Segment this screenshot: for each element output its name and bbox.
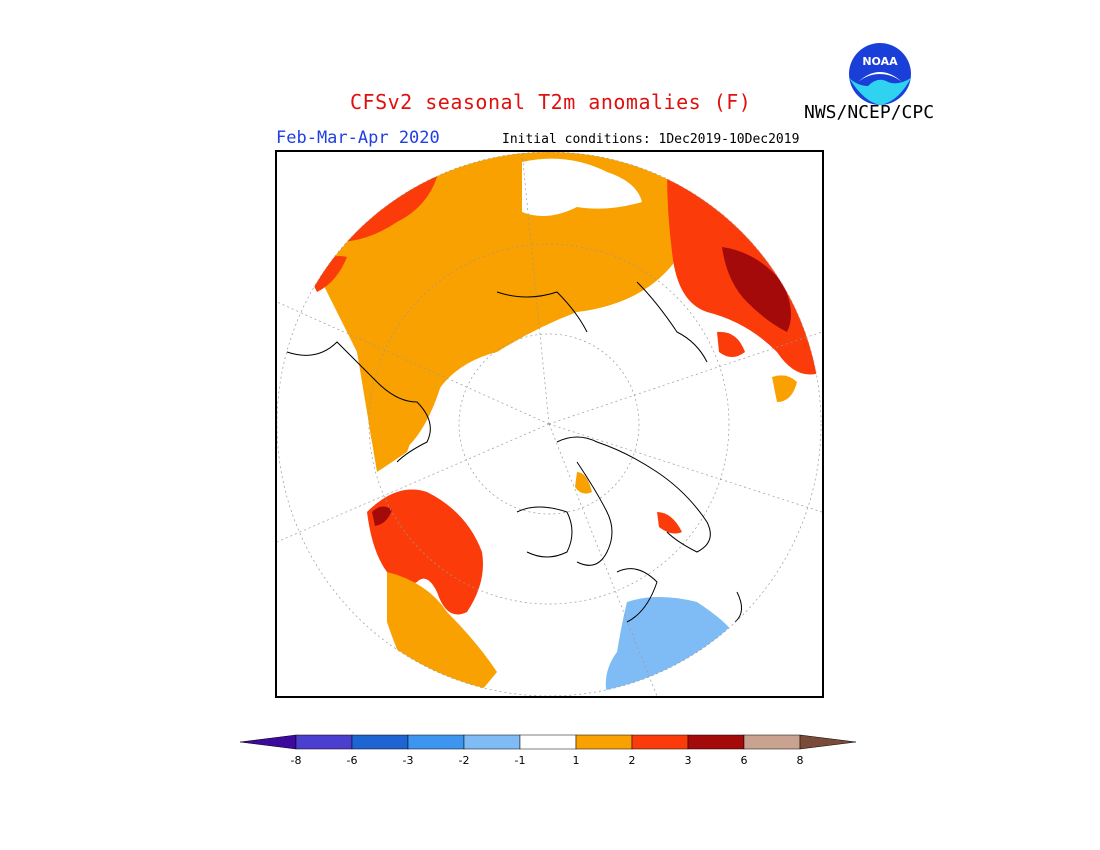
colorbar-bin <box>687 734 745 750</box>
graticule <box>277 152 822 696</box>
noaa-logo-icon: NOAA <box>849 43 911 105</box>
globe-edge <box>277 152 822 696</box>
polar-stereographic-map <box>277 152 822 696</box>
colorbar-bin <box>351 734 409 750</box>
colorbar-tick-label: 6 <box>741 754 748 767</box>
colorbar-left-arrow <box>239 734 297 750</box>
logo-text: NOAA <box>862 55 898 68</box>
colorbar-tick-label: 8 <box>797 754 804 767</box>
map-title: CFSv2 seasonal T2m anomalies (F) <box>350 90 752 114</box>
colorbar-tick-label: -3 <box>403 754 414 767</box>
colorbar-tick-label: -1 <box>515 754 526 767</box>
anomaly-patch-1 <box>772 375 797 402</box>
anomaly-region-alaska-dark <box>372 506 392 526</box>
colorbar-bin <box>519 734 577 750</box>
polar-map-frame <box>275 150 824 698</box>
initial-conditions-label: Initial conditions: 1Dec2019-10Dec2019 <box>502 132 800 147</box>
colorbar: -8 -6 -3 -2 -1 1 2 3 6 8 <box>239 734 857 767</box>
anomaly-region-alaska-red <box>367 489 483 615</box>
anomaly-patch-4 <box>717 331 745 357</box>
colorbar-bin <box>631 734 689 750</box>
colorbar-bin <box>407 734 465 750</box>
anomaly-region-siberia-dark <box>722 247 791 332</box>
anomaly-region-greenland <box>365 302 443 456</box>
colorbar-bin <box>295 734 353 750</box>
colorbar-tick-label: -2 <box>459 754 470 767</box>
anomaly-patch-2 <box>575 472 592 494</box>
colorbar-tick-label: 1 <box>573 754 580 767</box>
colorbar-tick-label: -6 <box>347 754 358 767</box>
anomaly-region-top-white <box>522 158 642 216</box>
colorbar-tick-label: 2 <box>629 754 636 767</box>
anomaly-region-europe-blue <box>605 597 732 696</box>
anomaly-shading <box>307 152 821 696</box>
forecast-period: Feb-Mar-Apr 2020 <box>276 128 440 148</box>
colorbar-bin <box>463 734 521 750</box>
colorbar-bin <box>743 734 801 750</box>
colorbar-tick-label: 3 <box>685 754 692 767</box>
colorbar-tick-label: -8 <box>291 754 302 767</box>
coastlines <box>286 281 742 623</box>
anomaly-patch-3 <box>657 512 682 534</box>
colorbar-bin <box>575 734 633 750</box>
colorbar-right-arrow <box>799 734 857 750</box>
agency-label: NWS/NCEP/CPC <box>804 102 935 123</box>
